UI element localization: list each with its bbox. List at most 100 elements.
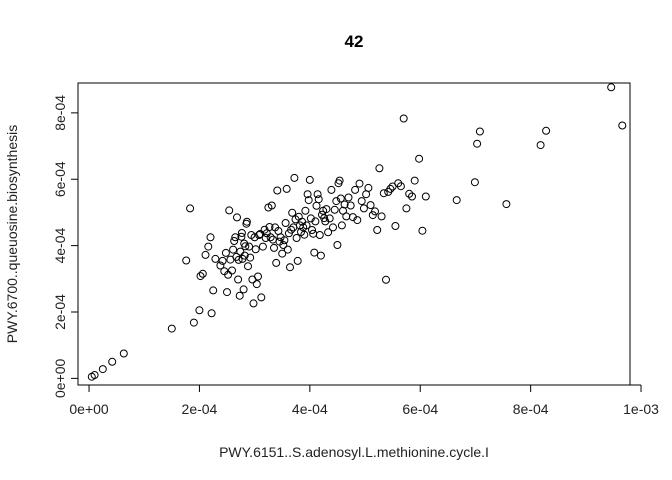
data-point [249, 299, 258, 308]
data-point [223, 288, 231, 297]
data-point [408, 192, 416, 201]
data-point [273, 186, 282, 195]
data-point [305, 175, 314, 184]
data-point [290, 173, 299, 182]
data-point [281, 219, 290, 227]
data-point [332, 197, 341, 206]
data-point [473, 139, 482, 148]
data-point [266, 233, 275, 242]
data-point [301, 206, 310, 215]
data-point [382, 275, 390, 284]
x-tick-label: 2e-04 [182, 401, 218, 417]
data-point [327, 185, 336, 194]
data-point [258, 242, 267, 251]
data-point [399, 114, 408, 123]
data-point [234, 255, 243, 264]
data-point [351, 185, 360, 194]
data-point [292, 234, 301, 242]
data-point [251, 245, 260, 254]
data-point [278, 249, 287, 258]
data-point [221, 248, 230, 257]
y-tick-label: 2e-04 [52, 294, 68, 330]
y-tick-label: 0e+00 [52, 358, 68, 398]
data-point [209, 286, 218, 295]
data-point [246, 253, 255, 262]
data-point [303, 190, 312, 199]
y-tick-label: 4e-04 [52, 228, 68, 264]
data-point [302, 221, 311, 230]
data-point [386, 184, 395, 193]
data-point [228, 266, 236, 275]
data-point [396, 182, 405, 191]
data-point [470, 178, 479, 187]
data-point [308, 226, 316, 234]
data-point [311, 217, 320, 226]
data-point [379, 189, 388, 198]
data-point [287, 225, 296, 234]
data-point [344, 193, 353, 202]
data-point [402, 204, 411, 213]
data-point [377, 212, 386, 221]
data-point [119, 349, 128, 358]
data-point [320, 214, 329, 223]
data-point [391, 222, 400, 230]
data-point [312, 201, 321, 210]
x-axis-label: PWY.6151..S.adenosyl.L.methionine.cycle.… [219, 444, 489, 460]
y-axis-label: PWY.6700..queuosine.biosynthesis [4, 125, 20, 343]
data-point [235, 291, 244, 300]
data-point [280, 236, 289, 245]
x-tick-label: 0e+00 [69, 401, 109, 417]
data-point [252, 280, 261, 289]
data-point [359, 204, 368, 213]
data-point [244, 262, 252, 271]
data-point [333, 241, 342, 249]
data-point [270, 243, 278, 252]
y-tick-label: 6e-04 [52, 161, 68, 197]
data-point [90, 371, 99, 379]
data-point [206, 233, 215, 242]
data-point [241, 242, 250, 251]
data-point [196, 272, 205, 281]
data-point [286, 263, 294, 272]
data-point [231, 233, 240, 242]
data-point [366, 201, 375, 210]
data-point [182, 256, 191, 265]
data-point [322, 205, 331, 214]
data-point [272, 258, 281, 267]
data-point [225, 206, 234, 215]
data-point [304, 196, 313, 205]
data-point [410, 176, 419, 185]
data-point [315, 231, 324, 239]
data-point [342, 212, 351, 221]
data-point [335, 176, 344, 185]
data-point [405, 189, 414, 198]
data-point [257, 293, 266, 302]
data-point [242, 217, 251, 226]
data-point [418, 226, 427, 235]
chart-title: 42 [345, 32, 364, 51]
data-point [255, 231, 264, 239]
data-point [211, 254, 220, 263]
data-point [233, 213, 241, 222]
x-tick-label: 6e-04 [402, 401, 438, 417]
y-axis: 0e+00 2e-04 4e-04 6e-04 8e-04 [52, 95, 79, 398]
data-points [87, 83, 627, 381]
data-point [234, 275, 243, 284]
data-point [265, 223, 274, 231]
data-point [618, 121, 627, 130]
data-point [355, 179, 364, 188]
data-point [237, 232, 246, 241]
data-point [237, 229, 246, 237]
data-point [375, 164, 384, 173]
data-point [236, 247, 245, 256]
data-point [282, 184, 291, 193]
data-point [329, 223, 337, 232]
data-point [325, 214, 334, 223]
plot-frame [77, 82, 631, 386]
x-tick-label: 4e-04 [292, 401, 328, 417]
data-point [230, 237, 239, 245]
data-point [313, 190, 322, 199]
data-point [340, 200, 349, 209]
data-point [536, 141, 545, 150]
data-point [218, 256, 227, 265]
